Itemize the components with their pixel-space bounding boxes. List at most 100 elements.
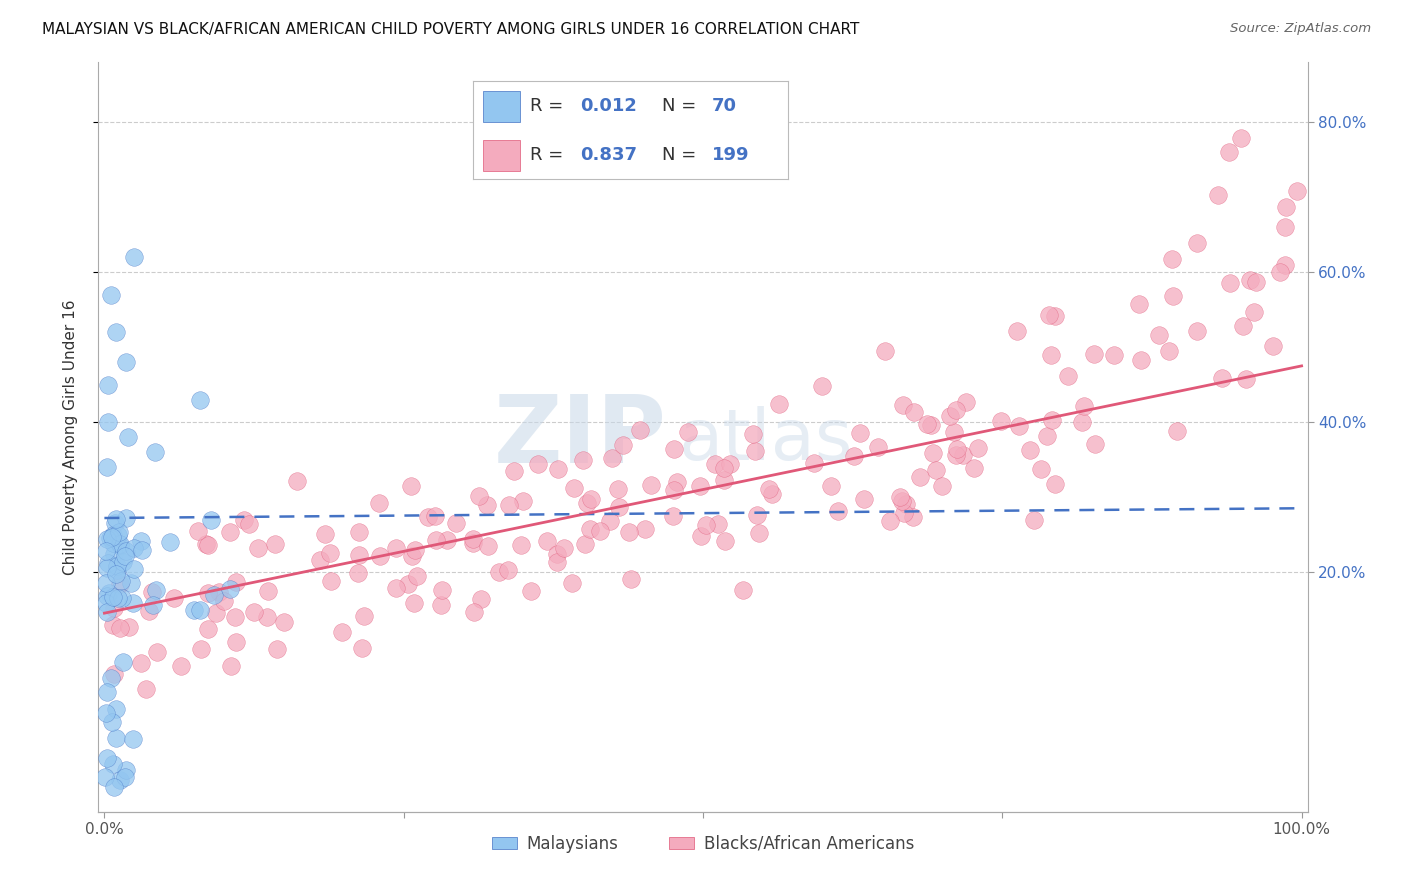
Point <box>94 706 117 721</box>
Point <box>110 574 132 588</box>
Point <box>100 287 122 301</box>
Point <box>96 460 118 475</box>
Point <box>101 757 124 772</box>
Point <box>695 518 717 533</box>
Point <box>285 474 308 488</box>
Point <box>396 576 419 591</box>
Point <box>1024 513 1046 527</box>
Point <box>703 457 725 471</box>
Point <box>256 610 278 624</box>
Point <box>446 516 468 531</box>
Point <box>111 555 134 569</box>
Point <box>939 409 962 423</box>
Point <box>111 591 134 605</box>
Point <box>170 659 193 673</box>
Point <box>145 582 167 597</box>
Point <box>945 402 967 417</box>
Point <box>1185 236 1208 251</box>
Point <box>475 498 498 512</box>
Point <box>889 490 911 504</box>
Point <box>903 404 925 418</box>
Point <box>114 544 136 558</box>
Point <box>1239 272 1261 286</box>
Point <box>214 594 236 608</box>
Point <box>1234 372 1257 386</box>
Point <box>273 615 295 630</box>
Point <box>661 509 683 524</box>
Point <box>401 549 423 564</box>
Point <box>599 514 621 528</box>
Text: ZIP: ZIP <box>494 391 666 483</box>
Point <box>945 448 967 462</box>
Point <box>430 599 453 613</box>
Point <box>579 522 602 536</box>
Point <box>512 493 534 508</box>
Point <box>713 474 735 488</box>
Y-axis label: Child Poverty Among Girls Under 16: Child Poverty Among Girls Under 16 <box>63 300 77 574</box>
Point <box>744 443 766 458</box>
Point <box>612 437 634 451</box>
Point <box>308 552 330 566</box>
Point <box>572 452 595 467</box>
Point <box>1043 476 1066 491</box>
Point <box>1211 371 1233 385</box>
Point <box>219 525 242 540</box>
Point <box>619 524 641 539</box>
Point <box>894 497 917 511</box>
Point <box>122 596 145 610</box>
Point <box>470 592 492 607</box>
Point <box>575 496 598 510</box>
Point <box>1038 308 1060 322</box>
Point <box>1261 338 1284 352</box>
Point <box>628 423 651 437</box>
Point <box>105 325 128 339</box>
Point <box>225 635 247 649</box>
Point <box>547 547 569 561</box>
Point <box>404 596 426 610</box>
Point <box>122 732 145 747</box>
Point <box>114 549 136 563</box>
Point <box>134 681 156 696</box>
Point <box>197 622 219 636</box>
Point <box>1073 399 1095 413</box>
Point <box>942 425 965 439</box>
Point <box>436 533 458 547</box>
Point <box>117 430 139 444</box>
Point <box>689 529 711 543</box>
Point <box>188 603 211 617</box>
Point <box>385 581 408 595</box>
Point <box>110 540 132 554</box>
Point <box>98 532 121 546</box>
Point <box>97 586 120 600</box>
Point <box>96 575 118 590</box>
Point <box>224 610 246 624</box>
Point <box>803 457 825 471</box>
Point <box>101 715 124 730</box>
Point <box>243 605 266 619</box>
Point <box>200 513 222 527</box>
Point <box>498 498 520 512</box>
Point <box>748 525 770 540</box>
Point <box>188 392 211 407</box>
Point <box>901 510 924 524</box>
Point <box>401 479 423 493</box>
Point <box>1274 220 1296 235</box>
Point <box>562 481 585 495</box>
Point <box>96 605 118 619</box>
Point <box>122 250 145 264</box>
Point <box>96 561 118 575</box>
Point <box>96 589 118 603</box>
Point <box>1045 309 1067 323</box>
Point <box>768 397 790 411</box>
Point <box>589 524 612 538</box>
Legend: Malaysians, Blacks/African Americans: Malaysians, Blacks/African Americans <box>485 829 921 860</box>
Point <box>120 575 142 590</box>
Point <box>141 585 163 599</box>
Point <box>676 425 699 439</box>
Point <box>1019 443 1042 458</box>
Point <box>713 461 735 475</box>
Point <box>117 620 139 634</box>
Point <box>94 543 117 558</box>
Point <box>664 483 686 497</box>
Point <box>159 534 181 549</box>
